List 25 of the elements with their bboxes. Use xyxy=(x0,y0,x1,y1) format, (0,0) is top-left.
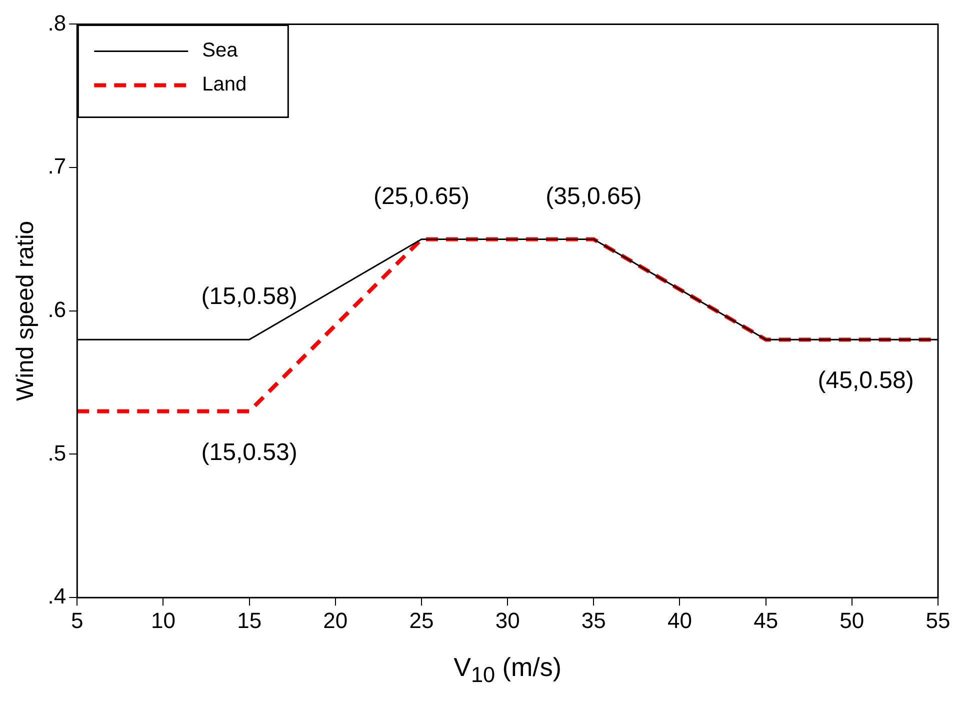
x-tick-label: 10 xyxy=(150,608,176,633)
x-tick-label: 50 xyxy=(840,608,864,633)
y-tick-label: .6 xyxy=(48,296,66,322)
x-tick-label: 20 xyxy=(323,608,348,633)
y-tick-label: .5 xyxy=(48,440,66,466)
y-tick-label: .8 xyxy=(48,10,66,36)
x-tick-label: 40 xyxy=(668,608,692,633)
annotation: (25,0.65) xyxy=(373,182,470,210)
x-tick-label: 15 xyxy=(237,608,262,633)
annotation: (15,0.53) xyxy=(201,438,298,466)
x-tick-label: 25 xyxy=(409,608,434,633)
x-tick-label: 30 xyxy=(495,608,520,633)
y-axis-title: Wind speed ratio xyxy=(12,220,40,401)
x-tick-label: 5 xyxy=(71,608,84,633)
annotation: (15,0.58) xyxy=(201,283,298,310)
annotation: (45,0.58) xyxy=(818,367,914,394)
y-tick-label: .7 xyxy=(48,154,66,179)
x-tick-label: 35 xyxy=(581,608,606,633)
x-tick-label: 55 xyxy=(926,608,950,633)
x-tick-label: 45 xyxy=(754,608,778,633)
x-axis-title: V$_{10}$ (m/s) xyxy=(452,652,562,688)
annotation: (35,0.65) xyxy=(546,182,642,210)
y-tick-label: .4 xyxy=(48,584,66,609)
legend-label: Sea xyxy=(202,40,239,62)
legend-label: Land xyxy=(202,74,247,96)
